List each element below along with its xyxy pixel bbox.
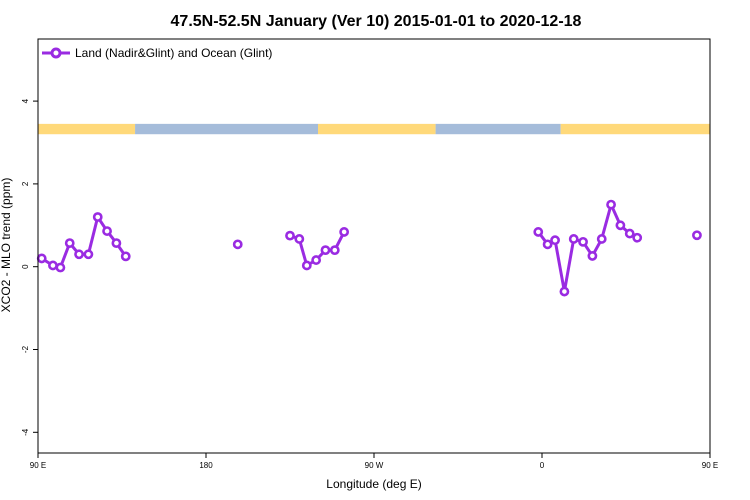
data-point: [559, 286, 570, 297]
x-tick-label: 90 E: [702, 461, 718, 470]
data-point: [311, 255, 322, 265]
data-point: [624, 228, 635, 239]
x-tick-label: 180: [199, 461, 213, 470]
y-tick-label: 0: [21, 264, 30, 269]
data-point: [92, 212, 103, 222]
data-point: [301, 260, 312, 271]
data-point: [74, 249, 84, 260]
x-axis-label: Longitude (deg E): [326, 477, 421, 491]
data-point: [632, 232, 643, 243]
y-tick-label: 4: [21, 98, 30, 103]
data-point: [606, 199, 616, 210]
data-point: [55, 262, 66, 273]
strip-ocean: [135, 123, 318, 135]
strip-land: [38, 123, 136, 135]
y-axis-label: XCO2 - MLO trend (ppm): [0, 178, 13, 313]
data-point: [294, 234, 305, 244]
data-point: [64, 238, 75, 249]
data-point: [48, 260, 58, 271]
legend-label: Land (Nadir&Glint) and Ocean (Glint): [75, 46, 272, 60]
legend: Land (Nadir&Glint) and Ocean (Glint): [42, 46, 272, 60]
x-tick-label: 0: [540, 461, 545, 470]
data-point: [587, 251, 598, 261]
y-tick-label: 2: [21, 181, 30, 186]
data-point: [615, 220, 626, 231]
data-point: [578, 236, 588, 247]
data-point: [596, 234, 607, 244]
strip-land: [318, 123, 436, 135]
data-point: [285, 230, 295, 241]
strip-land: [560, 123, 710, 135]
series-line: [42, 205, 697, 292]
y-tick-label: -4: [21, 428, 30, 436]
y-axis: -4 -2 0 2 4: [21, 98, 38, 436]
data-point: [111, 238, 122, 249]
series-lines: [42, 205, 697, 292]
data-point: [83, 249, 94, 260]
data-point: [542, 239, 553, 250]
data-point: [550, 235, 560, 246]
chart-title: 47.5N-52.5N January (Ver 10) 2015-01-01 …: [171, 13, 582, 30]
series-points: [36, 199, 702, 297]
x-tick-label: 90 E: [30, 461, 46, 470]
data-point: [36, 253, 47, 264]
legend-marker: [50, 47, 62, 59]
data-point: [329, 245, 340, 256]
data-point: [692, 230, 702, 241]
data-point: [533, 227, 544, 237]
x-tick-label: 90 W: [365, 461, 384, 470]
data-point: [320, 245, 331, 256]
data-point: [120, 251, 131, 262]
x-axis: 90 E 180 90 W 0 90 E: [30, 453, 718, 470]
plot-frame: [37, 38, 711, 454]
land-ocean-strip: [38, 123, 710, 135]
strip-ocean: [435, 123, 561, 135]
data-point: [568, 234, 579, 244]
data-point: [339, 227, 350, 237]
data-point: [232, 239, 243, 250]
data-point: [102, 226, 112, 236]
y-tick-label: -2: [21, 345, 30, 353]
